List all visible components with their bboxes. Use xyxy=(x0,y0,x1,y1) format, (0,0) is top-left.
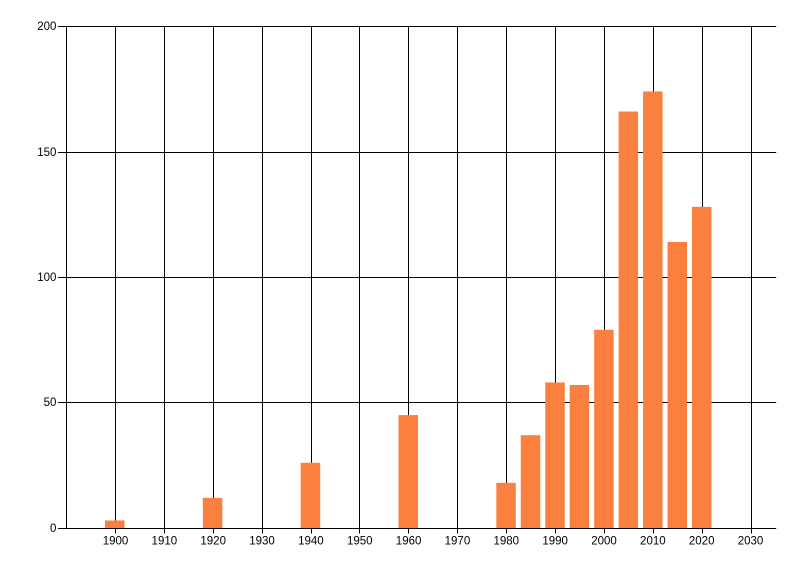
svg-text:1970: 1970 xyxy=(445,536,471,548)
svg-text:2000: 2000 xyxy=(591,536,617,548)
svg-text:50: 50 xyxy=(44,397,57,409)
svg-text:0: 0 xyxy=(50,523,56,535)
svg-text:1900: 1900 xyxy=(103,536,129,548)
svg-text:1930: 1930 xyxy=(249,536,275,548)
svg-text:1990: 1990 xyxy=(542,536,568,548)
svg-text:200: 200 xyxy=(37,21,56,33)
svg-text:2020: 2020 xyxy=(689,536,715,548)
svg-text:1980: 1980 xyxy=(494,536,520,548)
svg-text:1950: 1950 xyxy=(347,536,373,548)
svg-text:1940: 1940 xyxy=(298,536,324,548)
svg-text:2030: 2030 xyxy=(738,536,764,548)
svg-text:100: 100 xyxy=(37,272,56,284)
svg-text:1920: 1920 xyxy=(200,536,226,548)
svg-text:1910: 1910 xyxy=(152,536,178,548)
svg-text:150: 150 xyxy=(37,147,56,159)
svg-text:1960: 1960 xyxy=(396,536,422,548)
svg-text:2010: 2010 xyxy=(640,536,666,548)
